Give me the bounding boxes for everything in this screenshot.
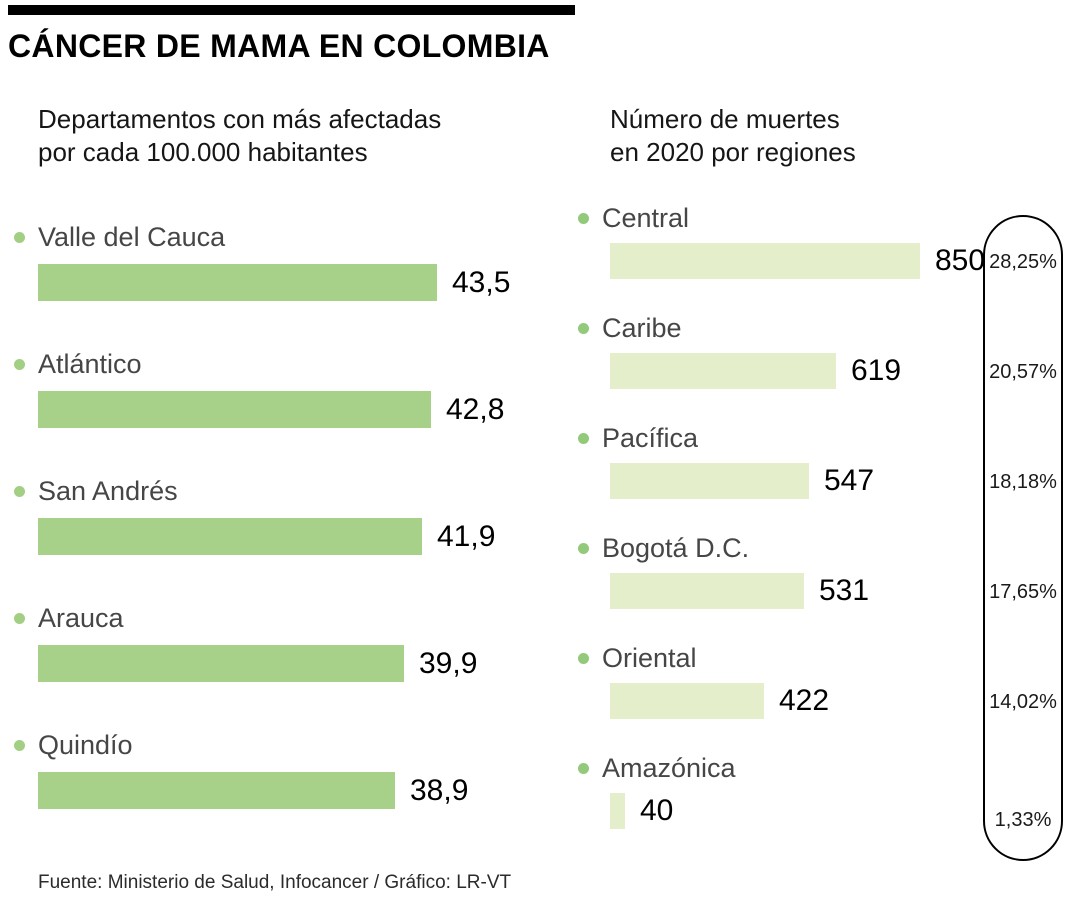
bullet-icon [14, 613, 25, 624]
dept-label: San Andrés [38, 476, 178, 506]
dept-value: 42,8 [446, 392, 505, 426]
dept-row: Valle del Cauca 43,5 [14, 222, 574, 301]
region-value: 850 [935, 244, 986, 277]
title-rule [8, 5, 575, 15]
percent-label: 18,18% [989, 471, 1057, 493]
region-value: 547 [824, 464, 875, 497]
region-label: Pacífica [602, 423, 699, 453]
departments-chart: Valle del Cauca 43,5 Atlántico 42,8 San … [14, 222, 574, 857]
dept-row: San Andrés 41,9 [14, 476, 574, 555]
region-row: Caribe 619 [578, 313, 978, 423]
region-row: Central 850 [578, 203, 985, 313]
dept-row: Quindío 38,9 [14, 730, 574, 809]
region-value: 40 [640, 794, 674, 827]
right-subtitle-line-2: en 2020 por regiones [610, 137, 856, 168]
dept-value: 43,5 [452, 265, 511, 299]
dept-bar [38, 264, 437, 301]
dept-label: Valle del Cauca [38, 222, 226, 252]
bullet-icon [14, 486, 25, 497]
bullet-icon [578, 213, 589, 224]
bullet-icon [578, 433, 589, 444]
region-label: Oriental [602, 643, 697, 673]
dept-bar [38, 772, 395, 809]
bullet-icon [578, 763, 589, 774]
dept-label: Atlántico [38, 349, 142, 379]
region-row: Oriental 422 [578, 643, 978, 753]
region-row: Bogotá D.C. 531 [578, 533, 978, 643]
dept-bar [38, 391, 431, 428]
region-bar [610, 243, 920, 279]
region-bar [610, 463, 809, 499]
dept-value: 38,9 [410, 773, 469, 807]
bullet-icon [578, 543, 589, 554]
percent-label: 1,33% [994, 809, 1052, 831]
bullet-icon [14, 740, 25, 751]
regions-chart: Central 850 Caribe 619 Pacífica [578, 203, 985, 863]
region-bar [610, 353, 836, 389]
page-title: CÁNCER DE MAMA EN COLOMBIA [8, 28, 550, 64]
region-label: Caribe [602, 313, 682, 343]
percent-label: 14,02% [989, 691, 1057, 713]
bullet-icon [578, 653, 589, 664]
region-bar [610, 793, 625, 829]
region-bar [610, 683, 764, 719]
percent-label: 20,57% [989, 361, 1057, 383]
dept-row: Arauca 39,9 [14, 603, 574, 682]
region-label: Central [602, 203, 690, 233]
source-credit: Fuente: Ministerio de Salud, Infocancer … [38, 872, 512, 893]
dept-row: Atlántico 42,8 [14, 349, 574, 428]
dept-bar [38, 645, 404, 682]
right-chart-subtitle: Número de muertes en 2020 por regiones [610, 103, 856, 170]
region-label: Amazónica [602, 753, 736, 783]
left-subtitle-line-1: Departamentos con más afectadas [38, 104, 442, 134]
bullet-icon [14, 232, 25, 243]
region-row: Pacífica 547 [578, 423, 978, 533]
dept-value: 41,9 [437, 519, 496, 553]
region-label: Bogotá D.C. [602, 533, 750, 563]
dept-label: Quindío [38, 730, 133, 760]
region-value: 422 [779, 684, 830, 717]
left-subtitle-line-2: por cada 100.000 habitantes [38, 137, 368, 168]
region-row: Amazónica 40 [578, 753, 978, 863]
percent-box: 28,25% 20,57% 18,18% 17,65% 14,02% 1,33% [983, 215, 1063, 861]
region-value: 619 [851, 354, 902, 387]
right-subtitle-line-1: Número de muertes [610, 104, 840, 134]
region-value: 531 [819, 574, 870, 607]
dept-bar [38, 518, 422, 555]
left-chart-subtitle: Departamentos con más afectadas por cada… [38, 103, 441, 170]
dept-label: Arauca [38, 603, 124, 633]
bullet-icon [578, 323, 589, 334]
bullet-icon [14, 359, 25, 370]
region-bar [610, 573, 804, 609]
percent-label: 17,65% [989, 581, 1057, 603]
dept-value: 39,9 [419, 646, 478, 680]
percent-label: 28,25% [989, 251, 1057, 273]
